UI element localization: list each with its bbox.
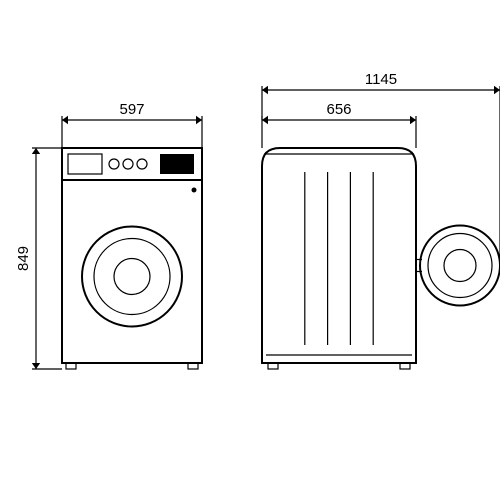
dimension-label: 1145	[365, 71, 397, 88]
side-view	[262, 148, 500, 369]
dimension-label: 597	[119, 101, 144, 118]
dimension-label: 656	[326, 101, 351, 118]
front-view	[62, 148, 202, 369]
dimension-label: 849	[15, 246, 32, 271]
